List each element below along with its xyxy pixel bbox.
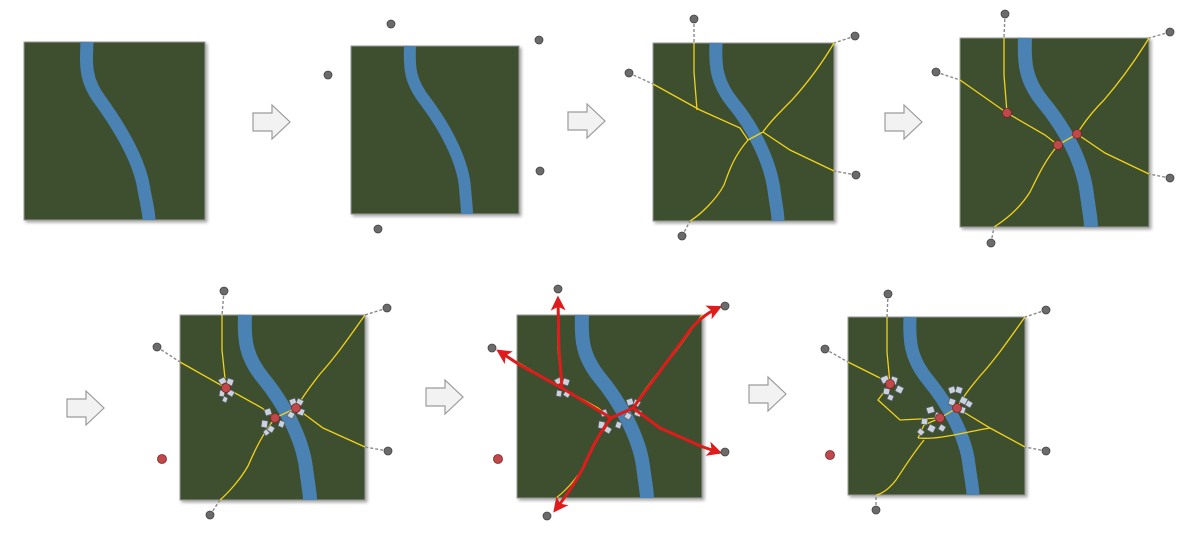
exit-connectors (156, 290, 389, 516)
intersection-node-icon (270, 413, 280, 423)
exit-node-icon (1041, 446, 1051, 456)
exit-node-icon (535, 166, 545, 176)
exit-node-icon (677, 231, 687, 241)
panel-exit-nodes (323, 19, 545, 234)
exit-node-icon (373, 224, 383, 234)
intersection-node-icon (952, 403, 962, 413)
exit-node-icon (1165, 173, 1175, 183)
exit-node-icon (1000, 9, 1010, 19)
river (403, 45, 473, 215)
river (709, 42, 785, 222)
exit-node-icon (720, 301, 730, 311)
direction-arrow-icon (631, 305, 723, 410)
river (903, 316, 980, 496)
exit-node-icon (689, 14, 699, 24)
exit-node-icon (1041, 305, 1051, 315)
exit-node-icon (820, 344, 830, 354)
road-network (652, 42, 835, 222)
step-arrow-icon (252, 103, 291, 141)
intersection-node-icon (1053, 140, 1063, 150)
intersection-node-icon (493, 454, 503, 464)
river (80, 41, 156, 221)
river (1017, 37, 1098, 228)
exit-node-icon (323, 70, 333, 80)
intersection-node-icon (157, 454, 167, 464)
step-arrow-icon (567, 102, 606, 140)
panel-traffic-flow (487, 284, 730, 521)
panel-terrain-river (23, 41, 206, 221)
exit-node-icon (986, 238, 996, 248)
step-arrow-icon (748, 375, 787, 413)
building-cluster-icon (553, 376, 572, 399)
exit-node-icon (871, 505, 881, 515)
exit-node-icon (219, 286, 229, 296)
direction-arrow-icon (631, 406, 723, 456)
exit-node-icon (383, 446, 393, 456)
exit-node-icon (883, 289, 893, 299)
direction-arrow-icon (560, 386, 613, 420)
exit-node-icon (205, 510, 215, 520)
exit-node-icon (931, 67, 941, 77)
exit-node-icon (850, 31, 860, 41)
exit-node-icon (487, 343, 497, 353)
step-arrow-icon (425, 378, 464, 416)
intersection-node-icon (291, 403, 301, 413)
intersection-node-icon (935, 413, 945, 423)
intersection-node-icon (1002, 108, 1012, 118)
building-cluster-icon (260, 407, 286, 437)
exit-node-icon (152, 342, 162, 352)
exit-node-icon (851, 170, 861, 180)
exit-node-icon (720, 447, 730, 457)
exit-node-icon (553, 284, 563, 294)
road-network (179, 314, 366, 501)
exit-node-icon (386, 19, 396, 29)
exit-node-icon (542, 511, 552, 521)
direction-arrow-icon (609, 406, 635, 420)
exit-node-icon (624, 68, 634, 78)
exit-node-icon (382, 303, 392, 313)
panel-roads (624, 14, 861, 241)
intersection-node-icon (825, 450, 835, 460)
panel-final-network (820, 289, 1051, 515)
intersection-node-icon (1072, 129, 1082, 139)
step-arrow-icon (884, 103, 923, 141)
intersection-node-icon (885, 379, 895, 389)
step-arrow-icon (66, 389, 105, 427)
direction-arrow-icon (496, 349, 564, 390)
direction-arrow-icon (550, 295, 566, 390)
panel-intersections (931, 9, 1175, 248)
direction-arrow-icon (553, 416, 613, 513)
exit-node-icon (534, 35, 544, 45)
exit-node-icon (1165, 27, 1175, 37)
panel-settlements (152, 286, 393, 520)
intersection-node-icon (221, 383, 231, 393)
